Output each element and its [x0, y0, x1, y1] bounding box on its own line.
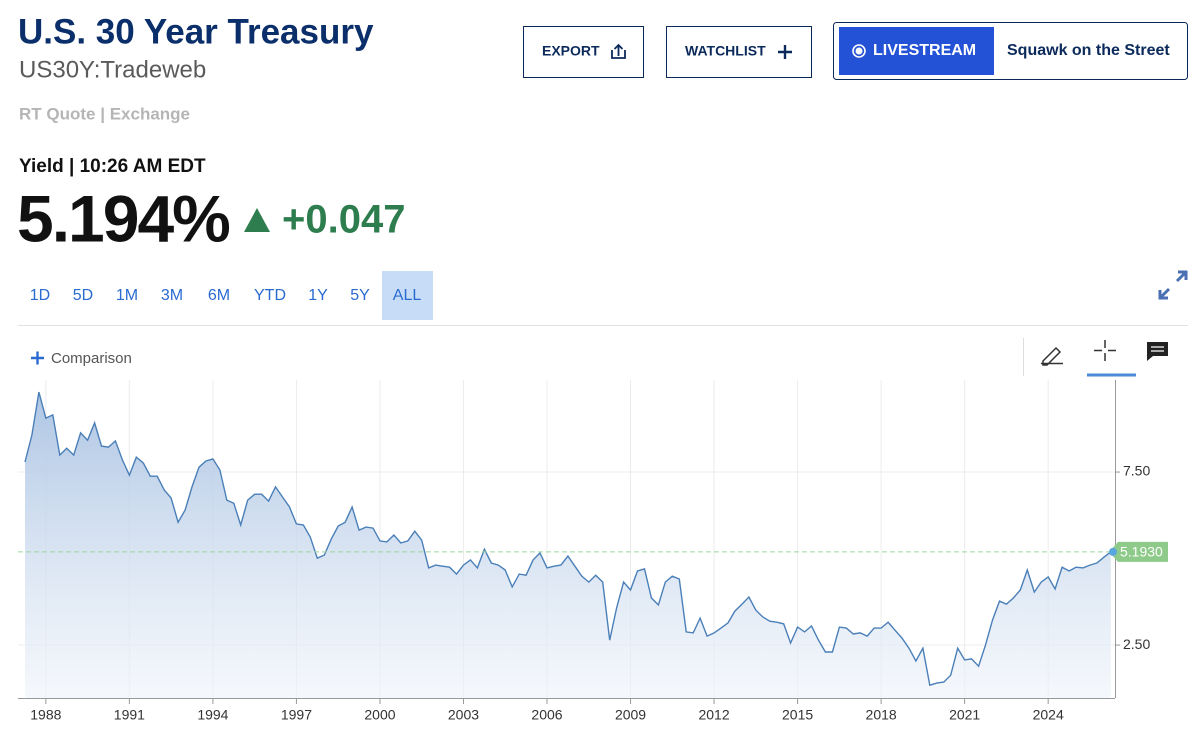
range-tabs: 1D 5D 1M 3M 6M YTD 1Y 5Y ALL	[30, 271, 433, 320]
chart: 1988 1991 1994 1997 2000 2003 2006 2009 2012 2015…	[18, 380, 1168, 723]
comment-lines	[1151, 346, 1164, 352]
range-tab[interactable]: 5D	[73, 287, 93, 304]
last-value-dot	[1109, 547, 1117, 556]
yield-label: Yield | 10:26 AM EDT	[19, 156, 206, 177]
quote-title: U.S. 30 Year Treasury	[18, 12, 374, 51]
show-name[interactable]: Squawk on the Street	[1007, 42, 1170, 59]
watchlist-button[interactable]: WATCHLIST	[666, 26, 812, 78]
x-tick-label: 2012	[698, 707, 729, 723]
range-tab[interactable]: 3M	[161, 287, 183, 304]
x-tick-label: 2024	[1033, 707, 1064, 723]
crosshair-tool[interactable]	[1094, 340, 1116, 361]
comparison-plus[interactable]	[31, 351, 44, 365]
active-tab-bg	[382, 271, 433, 320]
x-tick-label: 1994	[197, 707, 228, 723]
export-icon	[611, 43, 626, 59]
export-button[interactable]: EXPORT	[523, 26, 644, 78]
source: RT Quote | Exchange	[19, 104, 190, 123]
livestream-widget[interactable]: LIVESTREAM Squawk on the Street	[833, 22, 1188, 80]
draw-tool[interactable]	[1041, 346, 1063, 366]
button-label: WATCHLIST	[685, 43, 766, 59]
last-value-label: 5.1930	[1120, 544, 1163, 560]
area	[25, 392, 1111, 698]
symbol: US30Y:Tradeweb	[19, 56, 206, 83]
button-frame	[523, 26, 644, 78]
x-tick-label: 1997	[281, 707, 312, 723]
price: 5.194%	[17, 181, 229, 255]
x-tick-label: 2006	[531, 707, 562, 723]
up-arrow	[244, 208, 270, 232]
x-tick-label: 2009	[615, 707, 646, 723]
x-tick-label: 2000	[364, 707, 395, 723]
x-tick-label: 2021	[949, 707, 980, 723]
x-tick-label: 1991	[114, 707, 145, 723]
livestream-label: LIVESTREAM	[873, 42, 976, 59]
x-tick-label: 2015	[782, 707, 813, 723]
line	[24, 391, 1112, 687]
range-tab[interactable]: 1D	[30, 287, 50, 304]
comparison-link[interactable]: Comparison	[51, 350, 132, 367]
last-value-tag	[1109, 541, 1168, 562]
live-dot	[855, 47, 863, 55]
plus-icon	[778, 45, 792, 59]
x-tick-label: 2003	[448, 707, 479, 723]
range-tab[interactable]: YTD	[254, 287, 286, 304]
button-label: EXPORT	[542, 43, 600, 59]
range-tab[interactable]: 5Y	[350, 287, 370, 304]
live-icon	[852, 44, 866, 58]
range-tab[interactable]: 1M	[116, 287, 138, 304]
x-tick-label: 1988	[30, 707, 61, 723]
y-tick-label: 2.50	[1123, 636, 1150, 652]
price-change: +0.047	[282, 198, 405, 242]
range-tab[interactable]: 6M	[208, 287, 230, 304]
y-tick-label: 7.50	[1123, 463, 1150, 479]
expand-icon[interactable]	[1158, 270, 1188, 300]
range-tab[interactable]: ALL	[393, 287, 422, 304]
x-tick-label: 2018	[866, 707, 897, 723]
range-tab[interactable]: 1Y	[308, 287, 328, 304]
